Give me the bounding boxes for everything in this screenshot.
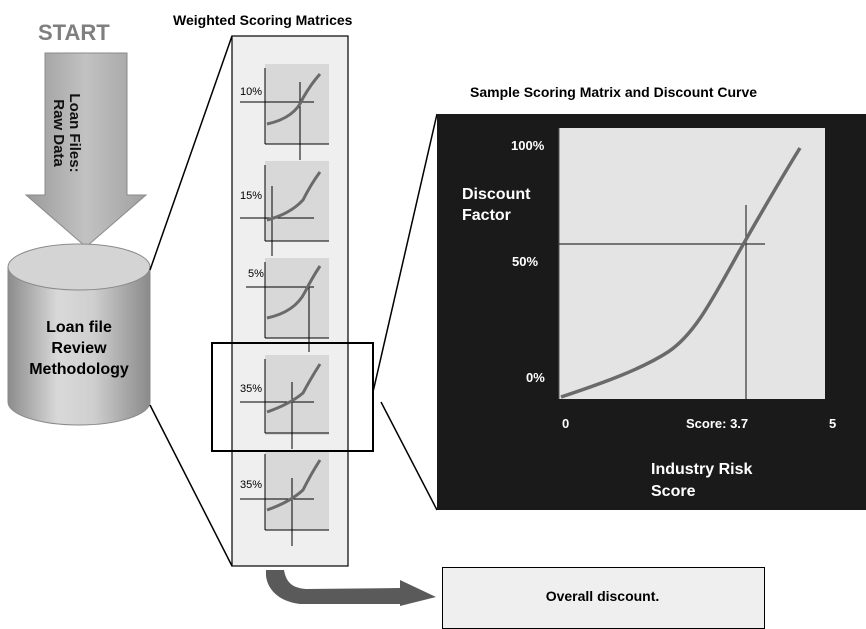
input-label-line2: Raw Data — [50, 99, 67, 167]
x-tick-score: Score: 3.7 — [686, 416, 748, 431]
sample-plot-area — [559, 128, 825, 399]
mini-matrix — [246, 258, 329, 352]
mini-matrix — [240, 64, 329, 160]
mini-matrix — [240, 355, 329, 449]
methodology-line2: Review — [51, 340, 107, 357]
fan-line-top — [149, 35, 233, 271]
y-tick-0: 0% — [526, 370, 545, 385]
methodology-line3: Methodology — [29, 361, 129, 378]
cylinder-icon — [7, 243, 151, 426]
diagram-canvas: 100% 50% 0% Discount Factor 0 Score: 3.7… — [7, 35, 866, 606]
input-label-line1: Loan Files: — [66, 93, 83, 173]
x-tick-5: 5 — [829, 416, 836, 431]
weight-label: 35% — [240, 383, 262, 395]
x-axis-label-line2: Score — [651, 483, 696, 500]
sample-title: Sample Scoring Matrix and Discount Curve — [470, 84, 758, 100]
input-label: Loan Files: Raw Data — [50, 66, 114, 216]
mini-matrix — [240, 450, 329, 546]
y-tick-50: 50% — [512, 254, 538, 269]
discount-curve — [560, 147, 802, 399]
overall-discount-label: Overall discount. — [545, 588, 660, 604]
weight-label: 5% — [248, 268, 264, 280]
selected-matrix-highlight — [211, 342, 374, 452]
weight-label: 15% — [240, 190, 262, 202]
fan-line-bottom — [149, 404, 233, 567]
start-label: START — [38, 20, 110, 45]
x-axis-label-line1: Industry Risk — [651, 461, 752, 478]
down-arrow-icon — [24, 52, 148, 248]
zoom-line-bottom — [380, 401, 438, 511]
methodology-line1: Loan file — [46, 319, 112, 336]
weight-label: 10% — [240, 86, 262, 98]
y-axis-label-line1: Discount — [462, 186, 531, 203]
weight-label: 35% — [240, 479, 262, 491]
x-tick-0: 0 — [562, 416, 569, 431]
methodology-label: Loan file Review Methodology — [14, 317, 144, 380]
output-arrow-icon — [266, 570, 436, 606]
y-axis-label-line2: Factor — [462, 207, 511, 224]
zoom-line-top — [372, 113, 438, 393]
mini-matrix — [240, 161, 329, 256]
matrices-title: Weighted Scoring Matrices — [173, 12, 353, 28]
y-tick-100: 100% — [511, 138, 545, 153]
